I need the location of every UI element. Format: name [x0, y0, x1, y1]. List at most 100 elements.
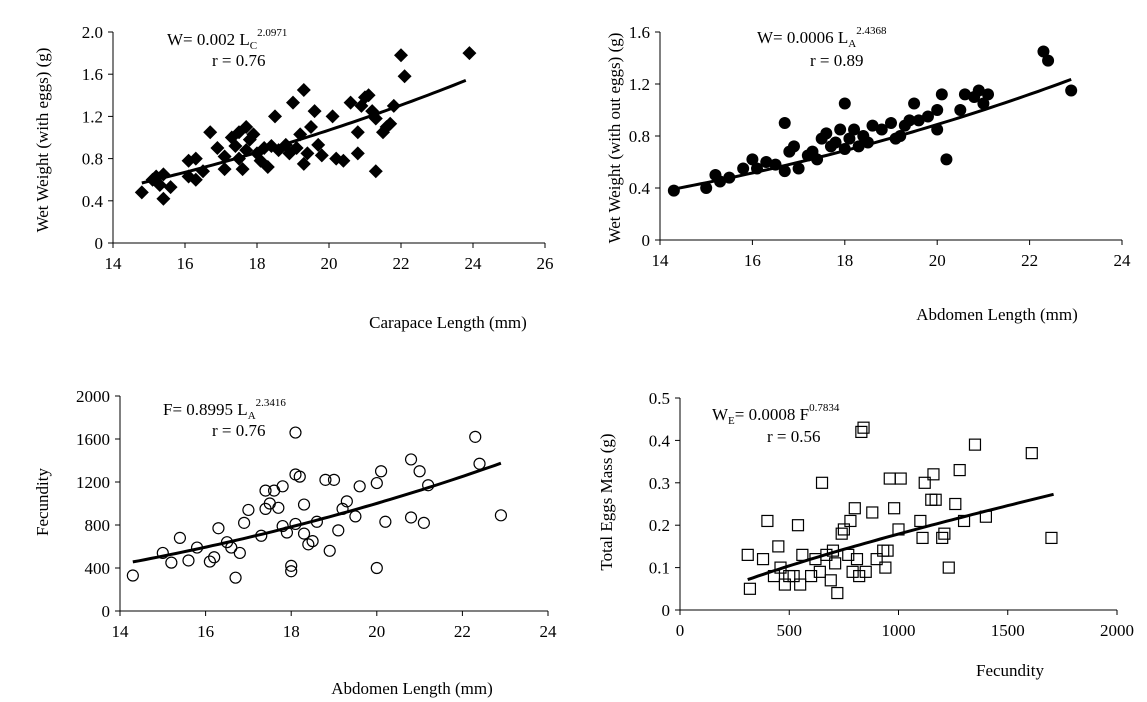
data-point [826, 544, 840, 557]
data-point [353, 480, 366, 493]
data-point [888, 502, 901, 515]
data-point [156, 546, 169, 560]
data-point [293, 470, 306, 483]
y-tick-label: 0.4 [649, 431, 671, 450]
data-point [903, 114, 916, 127]
trend-line [132, 461, 502, 564]
data-point [296, 156, 311, 171]
data-point [188, 151, 203, 166]
data-point [239, 119, 254, 134]
data-point [422, 479, 435, 492]
y-tick-label: 0 [642, 231, 651, 250]
x-axis-title: Fecundity [976, 661, 1044, 680]
y-tick-label: 1600 [76, 430, 110, 449]
y-tick-label: 0 [662, 601, 671, 620]
regression-equation: WE= 0.0008 F0.7834 [712, 402, 840, 427]
data-point [859, 565, 872, 578]
data-point [848, 502, 861, 515]
x-tick-label: 22 [454, 622, 471, 641]
data-point [912, 114, 925, 127]
y-tick-label: 1.2 [82, 107, 103, 126]
y-tick-label: 1.6 [629, 23, 650, 42]
trend-line [141, 79, 467, 185]
x-tick-label: 20 [368, 622, 385, 641]
x-tick-label: 2000 [1100, 621, 1134, 640]
data-point [940, 153, 953, 166]
x-tick-label: 14 [105, 254, 123, 273]
data-point [336, 153, 351, 168]
data-point [921, 110, 934, 123]
data-point [276, 480, 289, 493]
data-point [879, 561, 892, 574]
data-point [285, 565, 298, 578]
y-axis-title: Wet Weight (with eggs) (g) [33, 48, 52, 233]
y-tick-label: 0.3 [649, 474, 670, 493]
data-point [297, 498, 311, 511]
scatter-panel-2: 14 16 18 20 22 24 0 0.4 0.8 1.2 1.6 Abdomen Length … [605, 23, 1131, 324]
data-point [302, 538, 315, 551]
x-tick-label: 16 [197, 622, 214, 641]
y-tick-label: 0.4 [629, 179, 651, 198]
data-point [756, 553, 770, 566]
correlation-coefficient: r = 0.76 [212, 51, 266, 70]
data-point [260, 160, 275, 175]
data-point [931, 123, 944, 136]
data-point [767, 569, 781, 583]
data-point [815, 476, 829, 489]
data-point [968, 438, 982, 451]
data-point [228, 138, 243, 153]
data-point [350, 125, 365, 140]
data-point [268, 109, 282, 124]
data-point [304, 119, 318, 134]
x-tick-label: 1500 [991, 621, 1025, 640]
x-tick-label: 18 [283, 622, 300, 641]
data-point [972, 84, 985, 97]
data-point [246, 127, 261, 142]
data-point [1065, 84, 1078, 97]
data-point [870, 553, 883, 566]
x-axis-title: Abdomen Length (mm) [331, 679, 492, 698]
data-point [977, 97, 990, 110]
data-point [751, 162, 764, 175]
data-point [953, 463, 966, 477]
data-point [289, 517, 302, 531]
data-point [954, 104, 967, 116]
trend-line [747, 492, 1054, 582]
data-point [916, 531, 929, 545]
data-point [336, 502, 349, 515]
correlation-coefficient: r = 0.56 [767, 427, 821, 446]
data-point [714, 175, 727, 188]
data-point [239, 143, 254, 158]
x-tick-label: 14 [112, 622, 130, 641]
data-point [957, 514, 971, 528]
data-point [834, 123, 847, 136]
x-tick-label: 16 [177, 254, 194, 273]
data-point [188, 172, 203, 187]
data-point [280, 526, 294, 539]
data-point [343, 95, 358, 110]
data-point [210, 141, 225, 156]
data-point [894, 472, 907, 485]
x-tick-label: 26 [537, 254, 554, 273]
x-axis-title: Abdomen Length (mm) [916, 305, 1077, 324]
data-point [332, 524, 345, 537]
data-point [272, 501, 285, 514]
data-point [311, 137, 326, 152]
data-point [723, 171, 736, 184]
trend-line [673, 77, 1072, 191]
y-tick-label: 0.8 [629, 127, 650, 146]
regression-equation: W= 0.0006 LA2.4368 [757, 25, 887, 50]
data-point [760, 156, 773, 168]
y-tick-label: 1.2 [629, 75, 650, 94]
data-point [883, 472, 896, 485]
data-point [885, 117, 897, 129]
data-point [1037, 45, 1050, 58]
data-point [796, 548, 809, 561]
data-point [319, 473, 332, 486]
data-point [212, 522, 225, 535]
data-point [156, 191, 171, 206]
y-axis-title: Total Eggs Mass (g) [597, 433, 616, 570]
data-point [837, 523, 850, 536]
y-axis-title: Wet Weight (with out eggs) (g) [605, 33, 624, 244]
scatter-panel-1: 14 16 18 20 22 24 26 0 0.4 0.8 1.2 1.6 2.0 Carapace L… [33, 23, 554, 332]
